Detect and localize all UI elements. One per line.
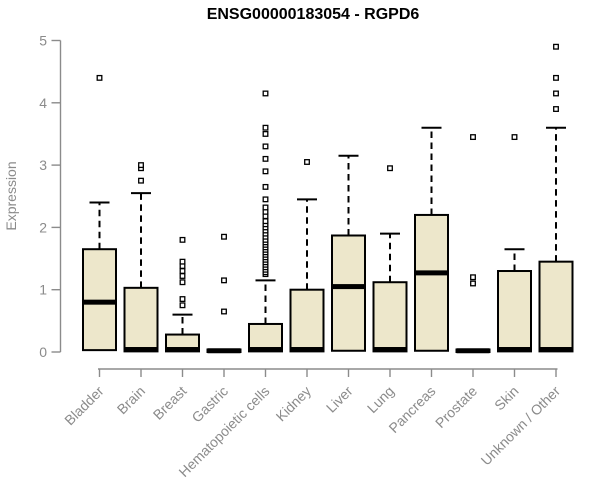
outlier-prostate (470, 134, 476, 141)
outlier-breast (179, 258, 186, 265)
median-kidney (290, 347, 324, 353)
outlier-hematopoietic-cells (262, 196, 269, 203)
outlier-breast (179, 273, 186, 279)
y-tick-label: 3 (39, 157, 47, 173)
x-label-bladder: Bladder (61, 383, 107, 429)
box-skin (497, 270, 532, 353)
box-kidney (289, 288, 325, 353)
outlier-breast (179, 236, 186, 243)
x-label-unknown-other: Unknown / Other (478, 383, 564, 469)
median-unknown-other (539, 347, 573, 353)
outlier-hematopoietic-cells (262, 90, 269, 97)
outlier-breast (179, 268, 186, 274)
outlier-brain (138, 177, 144, 184)
outlier-hematopoietic-cells (262, 183, 269, 190)
outlier-lung (387, 165, 393, 172)
median-bladder (83, 299, 116, 305)
outlier-hematopoietic-cells (262, 143, 269, 150)
box-unknown-other (538, 260, 574, 353)
outlier-hematopoietic-cells (262, 130, 269, 137)
chart-title: ENSG00000183054 - RGPD6 (206, 6, 420, 23)
outlier-skin (511, 134, 518, 141)
median-lung (373, 347, 407, 353)
box-liver (331, 234, 366, 352)
median-gastric (207, 348, 241, 354)
median-liver (332, 284, 365, 290)
outlier-breast (179, 279, 186, 286)
outlier-bladder (96, 74, 103, 81)
outlier-hematopoietic-cells (262, 204, 269, 211)
x-label-brain: Brain (114, 383, 148, 417)
median-prostate (456, 348, 490, 354)
x-label-prostate: Prostate (432, 383, 480, 431)
x-label-kidney: Kidney (273, 383, 315, 425)
x-label-liver: Liver (323, 383, 356, 416)
outlier-hematopoietic-cells (262, 155, 269, 162)
outlier-breast (179, 302, 186, 309)
median-brain (124, 347, 158, 353)
outlier-breast (179, 296, 186, 302)
outlier-hematopoietic-cells (262, 124, 269, 131)
x-label-lung: Lung (364, 383, 397, 416)
outlier-hematopoietic-cells (262, 218, 269, 225)
outlier-unknown-other (553, 106, 559, 112)
outlier-unknown-other (553, 74, 559, 81)
outlier-unknown-other (553, 43, 559, 50)
x-label-skin: Skin (491, 383, 522, 414)
y-tick-label: 4 (39, 95, 47, 111)
outlier-brain (138, 162, 144, 169)
y-axis-label: Expression (3, 161, 19, 231)
y-tick-label: 1 (39, 282, 47, 298)
outlier-hematopoietic-cells (262, 168, 269, 175)
outlier-unknown-other (553, 90, 559, 97)
y-tick-label: 5 (39, 33, 47, 49)
y-tick-label: 2 (39, 219, 47, 235)
outlier-prostate (470, 280, 476, 287)
median-skin (498, 347, 531, 353)
box-pancreas (414, 213, 449, 352)
x-label-breast: Breast (150, 383, 190, 423)
outlier-prostate (470, 274, 476, 281)
outlier-kidney (304, 159, 310, 165)
box-hematopoietic-cells (248, 322, 283, 353)
median-hematopoietic-cells (249, 347, 282, 353)
y-tick-label: 0 (39, 344, 47, 360)
box-brain (123, 286, 159, 353)
median-pancreas (415, 270, 448, 276)
median-breast (166, 347, 199, 353)
outlier-gastric (221, 233, 227, 240)
box-lung (372, 281, 408, 353)
outlier-gastric (221, 308, 227, 315)
outlier-gastric (221, 277, 227, 284)
